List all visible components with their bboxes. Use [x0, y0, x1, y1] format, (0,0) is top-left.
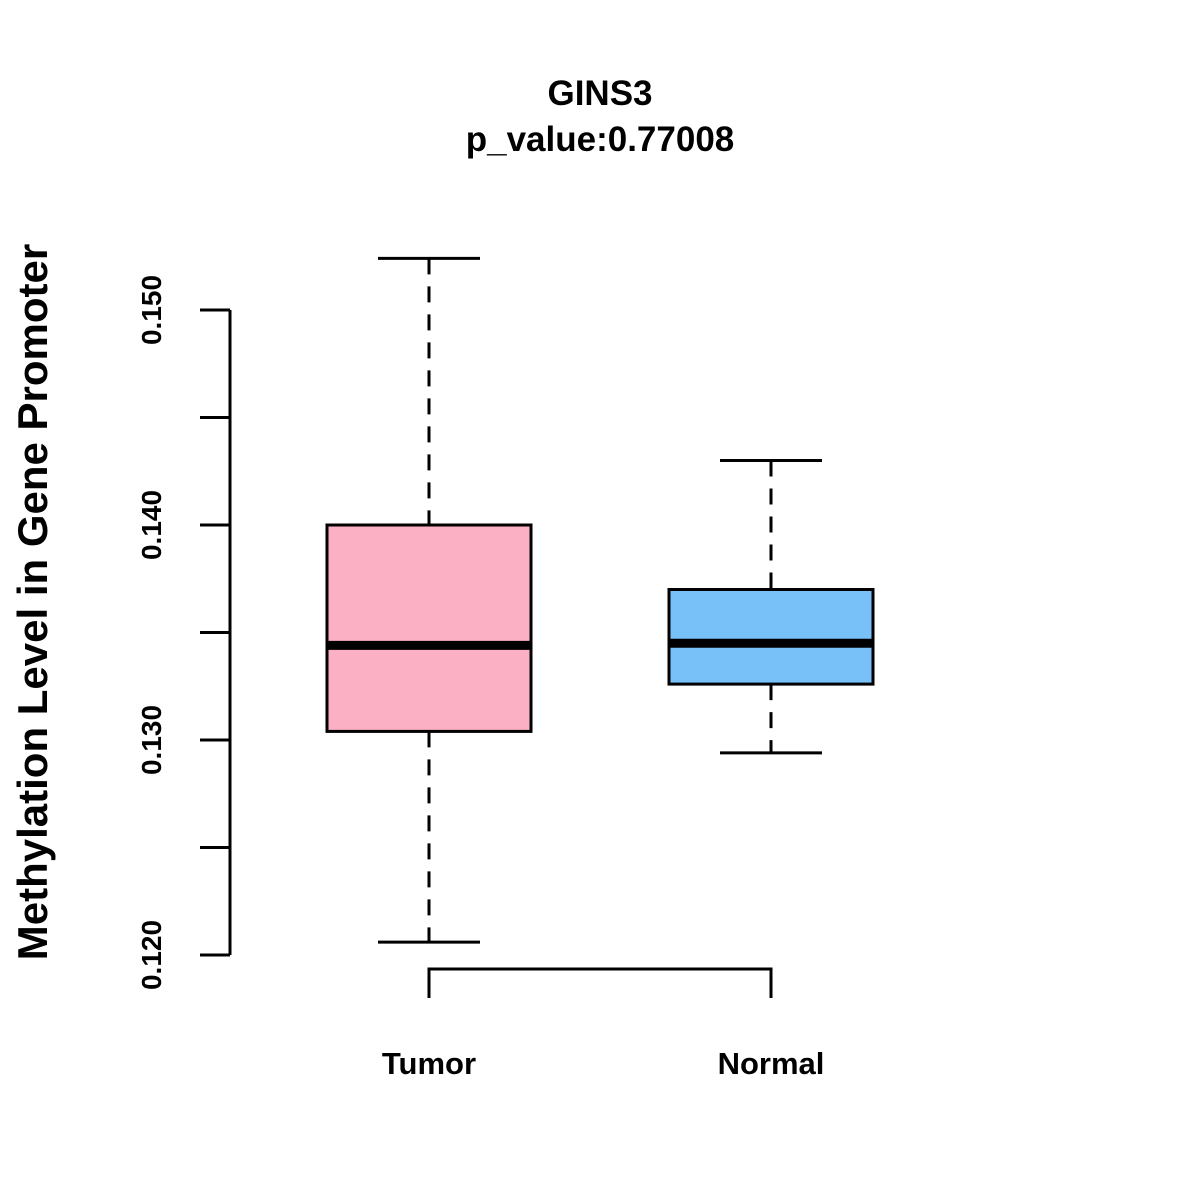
box-tumor	[325, 256, 533, 944]
box-normal	[667, 459, 875, 755]
x-category-labels: Tumor Normal	[382, 1046, 824, 1081]
chart-title: GINS3	[547, 74, 652, 113]
y-tick-label: 0.140	[136, 490, 167, 560]
boxes-group	[325, 256, 875, 944]
iqr-box	[325, 523, 533, 733]
x-category-label-normal: Normal	[718, 1046, 825, 1081]
y-axis: 0.120 0.130 0.140 0.150	[136, 275, 232, 990]
iqr-box	[667, 588, 875, 686]
comparison-bracket	[427, 967, 773, 998]
y-tick-label: 0.130	[136, 705, 167, 775]
y-tick-label: 0.150	[136, 275, 167, 345]
bracket-line	[427, 967, 773, 998]
y-tick-label: 0.120	[136, 920, 167, 990]
y-axis-label: Methylation Level in Gene Promoter	[9, 244, 56, 960]
chart-subtitle: p_value:0.77008	[466, 120, 735, 159]
x-category-label-tumor: Tumor	[382, 1046, 476, 1081]
